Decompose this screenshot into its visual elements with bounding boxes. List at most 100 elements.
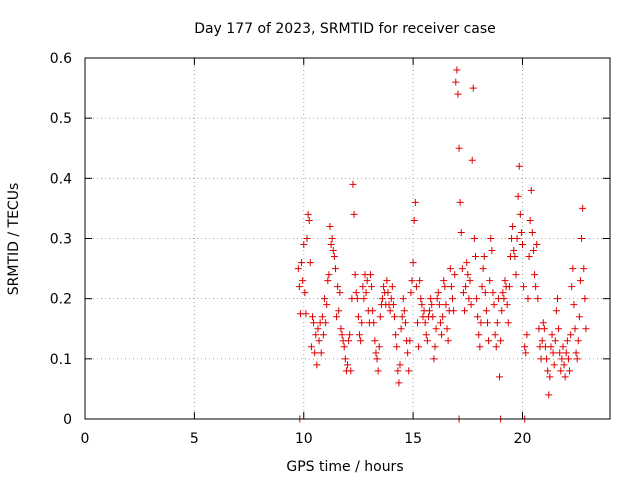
data-point: [457, 228, 465, 236]
data-point: [474, 313, 482, 321]
data-point: [566, 367, 574, 375]
data-point: [463, 259, 471, 267]
data-point: [354, 313, 362, 321]
data-point: [397, 325, 405, 333]
data-point: [406, 337, 414, 345]
data-point: [514, 192, 522, 200]
data-point: [524, 295, 532, 303]
data-point: [409, 259, 417, 267]
data-point: [521, 343, 529, 351]
data-point: [417, 295, 425, 303]
data-point: [429, 313, 437, 321]
data-point: [405, 367, 413, 375]
data-point: [370, 319, 378, 327]
data-point: [516, 210, 524, 218]
data-point: [415, 343, 423, 351]
data-point: [298, 259, 306, 267]
data-point: [309, 313, 316, 321]
data-point: [501, 277, 509, 285]
data-point: [369, 307, 377, 315]
data-point: [525, 253, 533, 261]
data-point: [578, 235, 586, 242]
data-point: [503, 301, 511, 309]
data-point: [303, 235, 311, 242]
data-point: [337, 325, 345, 333]
data-point: [411, 198, 419, 206]
x-tick-label: 10: [295, 431, 313, 447]
data-point: [345, 337, 353, 345]
y-tick-label: 0.5: [50, 111, 72, 127]
data-point: [497, 337, 505, 345]
data-point: [426, 307, 434, 315]
data-point: [447, 283, 455, 291]
data-point: [552, 307, 560, 315]
data-point: [389, 301, 397, 309]
data-point: [418, 301, 426, 309]
data-point: [479, 265, 487, 273]
data-point: [372, 349, 380, 357]
data-point: [545, 391, 553, 399]
data-point: [357, 337, 365, 345]
data-point: [408, 277, 416, 285]
data-point: [434, 289, 442, 297]
data-point: [476, 343, 484, 351]
data-point: [531, 271, 539, 279]
data-point: [575, 313, 583, 321]
data-point: [414, 319, 421, 327]
data-point: [517, 228, 525, 236]
data-point: [528, 228, 536, 236]
data-point: [350, 210, 358, 218]
data-point: [458, 265, 466, 273]
data-point: [504, 319, 512, 327]
data-point: [428, 301, 436, 309]
data-point: [540, 325, 548, 333]
data-point: [310, 319, 318, 327]
y-tick-label: 0.1: [50, 352, 72, 368]
data-point: [526, 216, 534, 224]
data-point: [333, 313, 341, 321]
data-point: [432, 325, 440, 333]
data-point: [321, 295, 329, 303]
data-point: [305, 216, 313, 224]
data-point: [567, 331, 575, 339]
data-point: [421, 319, 429, 327]
data-point: [515, 162, 523, 170]
data-point: [485, 337, 493, 345]
data-point: [322, 319, 330, 327]
data-point: [315, 337, 323, 345]
data-point: [362, 289, 370, 297]
data-point: [529, 247, 537, 255]
data-point: [328, 235, 336, 242]
data-point: [334, 283, 342, 291]
data-point: [375, 343, 383, 351]
data-point: [416, 277, 424, 285]
data-point: [557, 367, 565, 375]
data-point: [395, 379, 403, 387]
data-point: [513, 235, 521, 242]
data-point: [302, 310, 310, 318]
data-point: [471, 253, 479, 261]
data-point: [453, 66, 461, 74]
data-point: [446, 265, 454, 273]
data-point: [374, 367, 382, 375]
data-point: [475, 331, 483, 339]
data-point: [304, 210, 312, 218]
data-point: [451, 271, 459, 279]
data-point: [490, 301, 498, 309]
data-point: [317, 349, 325, 357]
data-point: [431, 343, 439, 351]
data-point: [467, 301, 475, 309]
data-point: [465, 295, 473, 303]
data-point: [392, 331, 400, 339]
data-point: [539, 319, 547, 327]
data-point: [326, 222, 334, 230]
data-point: [484, 319, 491, 327]
data-point: [572, 349, 580, 357]
data-point: [563, 337, 571, 345]
data-point: [468, 156, 476, 164]
data-point: [430, 355, 438, 363]
data-point: [324, 277, 332, 285]
data-point: [427, 295, 435, 303]
grid-lines: [85, 58, 610, 419]
